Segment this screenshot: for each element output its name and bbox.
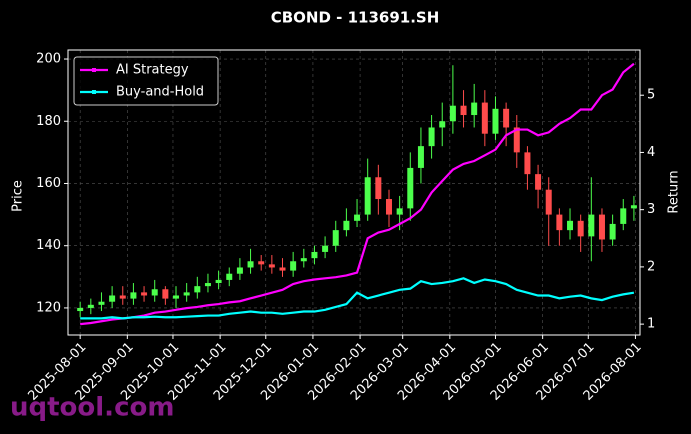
legend-label: AI Strategy — [116, 63, 189, 78]
candle-body — [439, 121, 446, 128]
candle-body — [545, 189, 552, 215]
candle-body — [215, 279, 222, 284]
y-tick-label: 200 — [36, 52, 61, 67]
candle-body — [311, 251, 318, 259]
y-tick-label: 160 — [36, 176, 61, 191]
y2-tick-label: 1 — [647, 317, 655, 332]
legend-label: Buy-and-Hold — [116, 85, 204, 100]
chart-title: CBOND - 113691.SH — [271, 9, 440, 27]
candle-body — [194, 286, 201, 293]
watermark: uqtool.com — [10, 393, 174, 423]
candle-body — [471, 102, 478, 116]
y-axis-label: Price — [11, 180, 26, 212]
candle-body — [343, 220, 350, 231]
candle-body — [87, 304, 94, 308]
candle-body — [567, 220, 574, 231]
candle-body — [290, 261, 297, 271]
candle-body — [322, 245, 329, 252]
candle-body — [247, 261, 254, 268]
legend-marker — [92, 90, 96, 94]
candle-body — [375, 177, 382, 200]
y-tick-label: 140 — [36, 238, 61, 253]
plot-frame — [67, 49, 641, 336]
candle-body — [417, 146, 424, 168]
legend-marker — [92, 68, 96, 72]
candle-body — [481, 102, 488, 134]
series-line — [80, 277, 635, 320]
candle-body — [173, 295, 180, 299]
candle-body — [556, 214, 563, 231]
y2-tick-label: 4 — [647, 145, 655, 160]
y-tick-label: 180 — [36, 114, 61, 129]
y-tick-label: 120 — [36, 300, 61, 315]
candle-body — [492, 108, 499, 134]
candle-body — [609, 223, 616, 240]
candle-body — [396, 208, 403, 215]
y2-axis-label: Return — [667, 170, 682, 213]
candle-body — [236, 267, 243, 274]
candle-body — [141, 292, 148, 296]
candle-body — [364, 177, 371, 215]
y2-tick-label: 5 — [647, 88, 655, 103]
candle-body — [226, 273, 233, 280]
candle-body — [513, 127, 520, 153]
candle-body — [503, 108, 510, 128]
candle-body — [268, 264, 275, 268]
candle-body — [535, 174, 542, 190]
candle-body — [204, 283, 211, 287]
candle-body — [109, 295, 116, 302]
series-line — [80, 62, 635, 326]
y2-tick-label: 2 — [647, 259, 655, 274]
candle-body — [354, 214, 361, 221]
candle-body — [119, 295, 126, 299]
y2-tick-label: 3 — [647, 202, 655, 217]
candle-body — [407, 167, 414, 209]
candle-body — [524, 152, 531, 175]
candle-body — [460, 105, 467, 116]
legend-box — [73, 56, 219, 106]
candle-body — [98, 301, 105, 305]
candle-body — [598, 214, 605, 240]
candle-body — [385, 199, 392, 215]
candle-body — [577, 220, 584, 237]
candle-body — [77, 307, 84, 312]
candle-body — [620, 208, 627, 224]
candle-body — [279, 267, 286, 271]
candle-body — [183, 292, 190, 296]
candle-body — [130, 292, 137, 299]
candle-body — [588, 214, 595, 237]
candle-body — [630, 205, 637, 209]
candle-body — [258, 261, 265, 265]
candle-body — [162, 289, 169, 299]
candle-body — [300, 258, 307, 262]
candle-body — [449, 105, 456, 122]
candle-body — [332, 230, 339, 246]
candle-body — [428, 127, 435, 147]
candle-body — [151, 289, 158, 296]
